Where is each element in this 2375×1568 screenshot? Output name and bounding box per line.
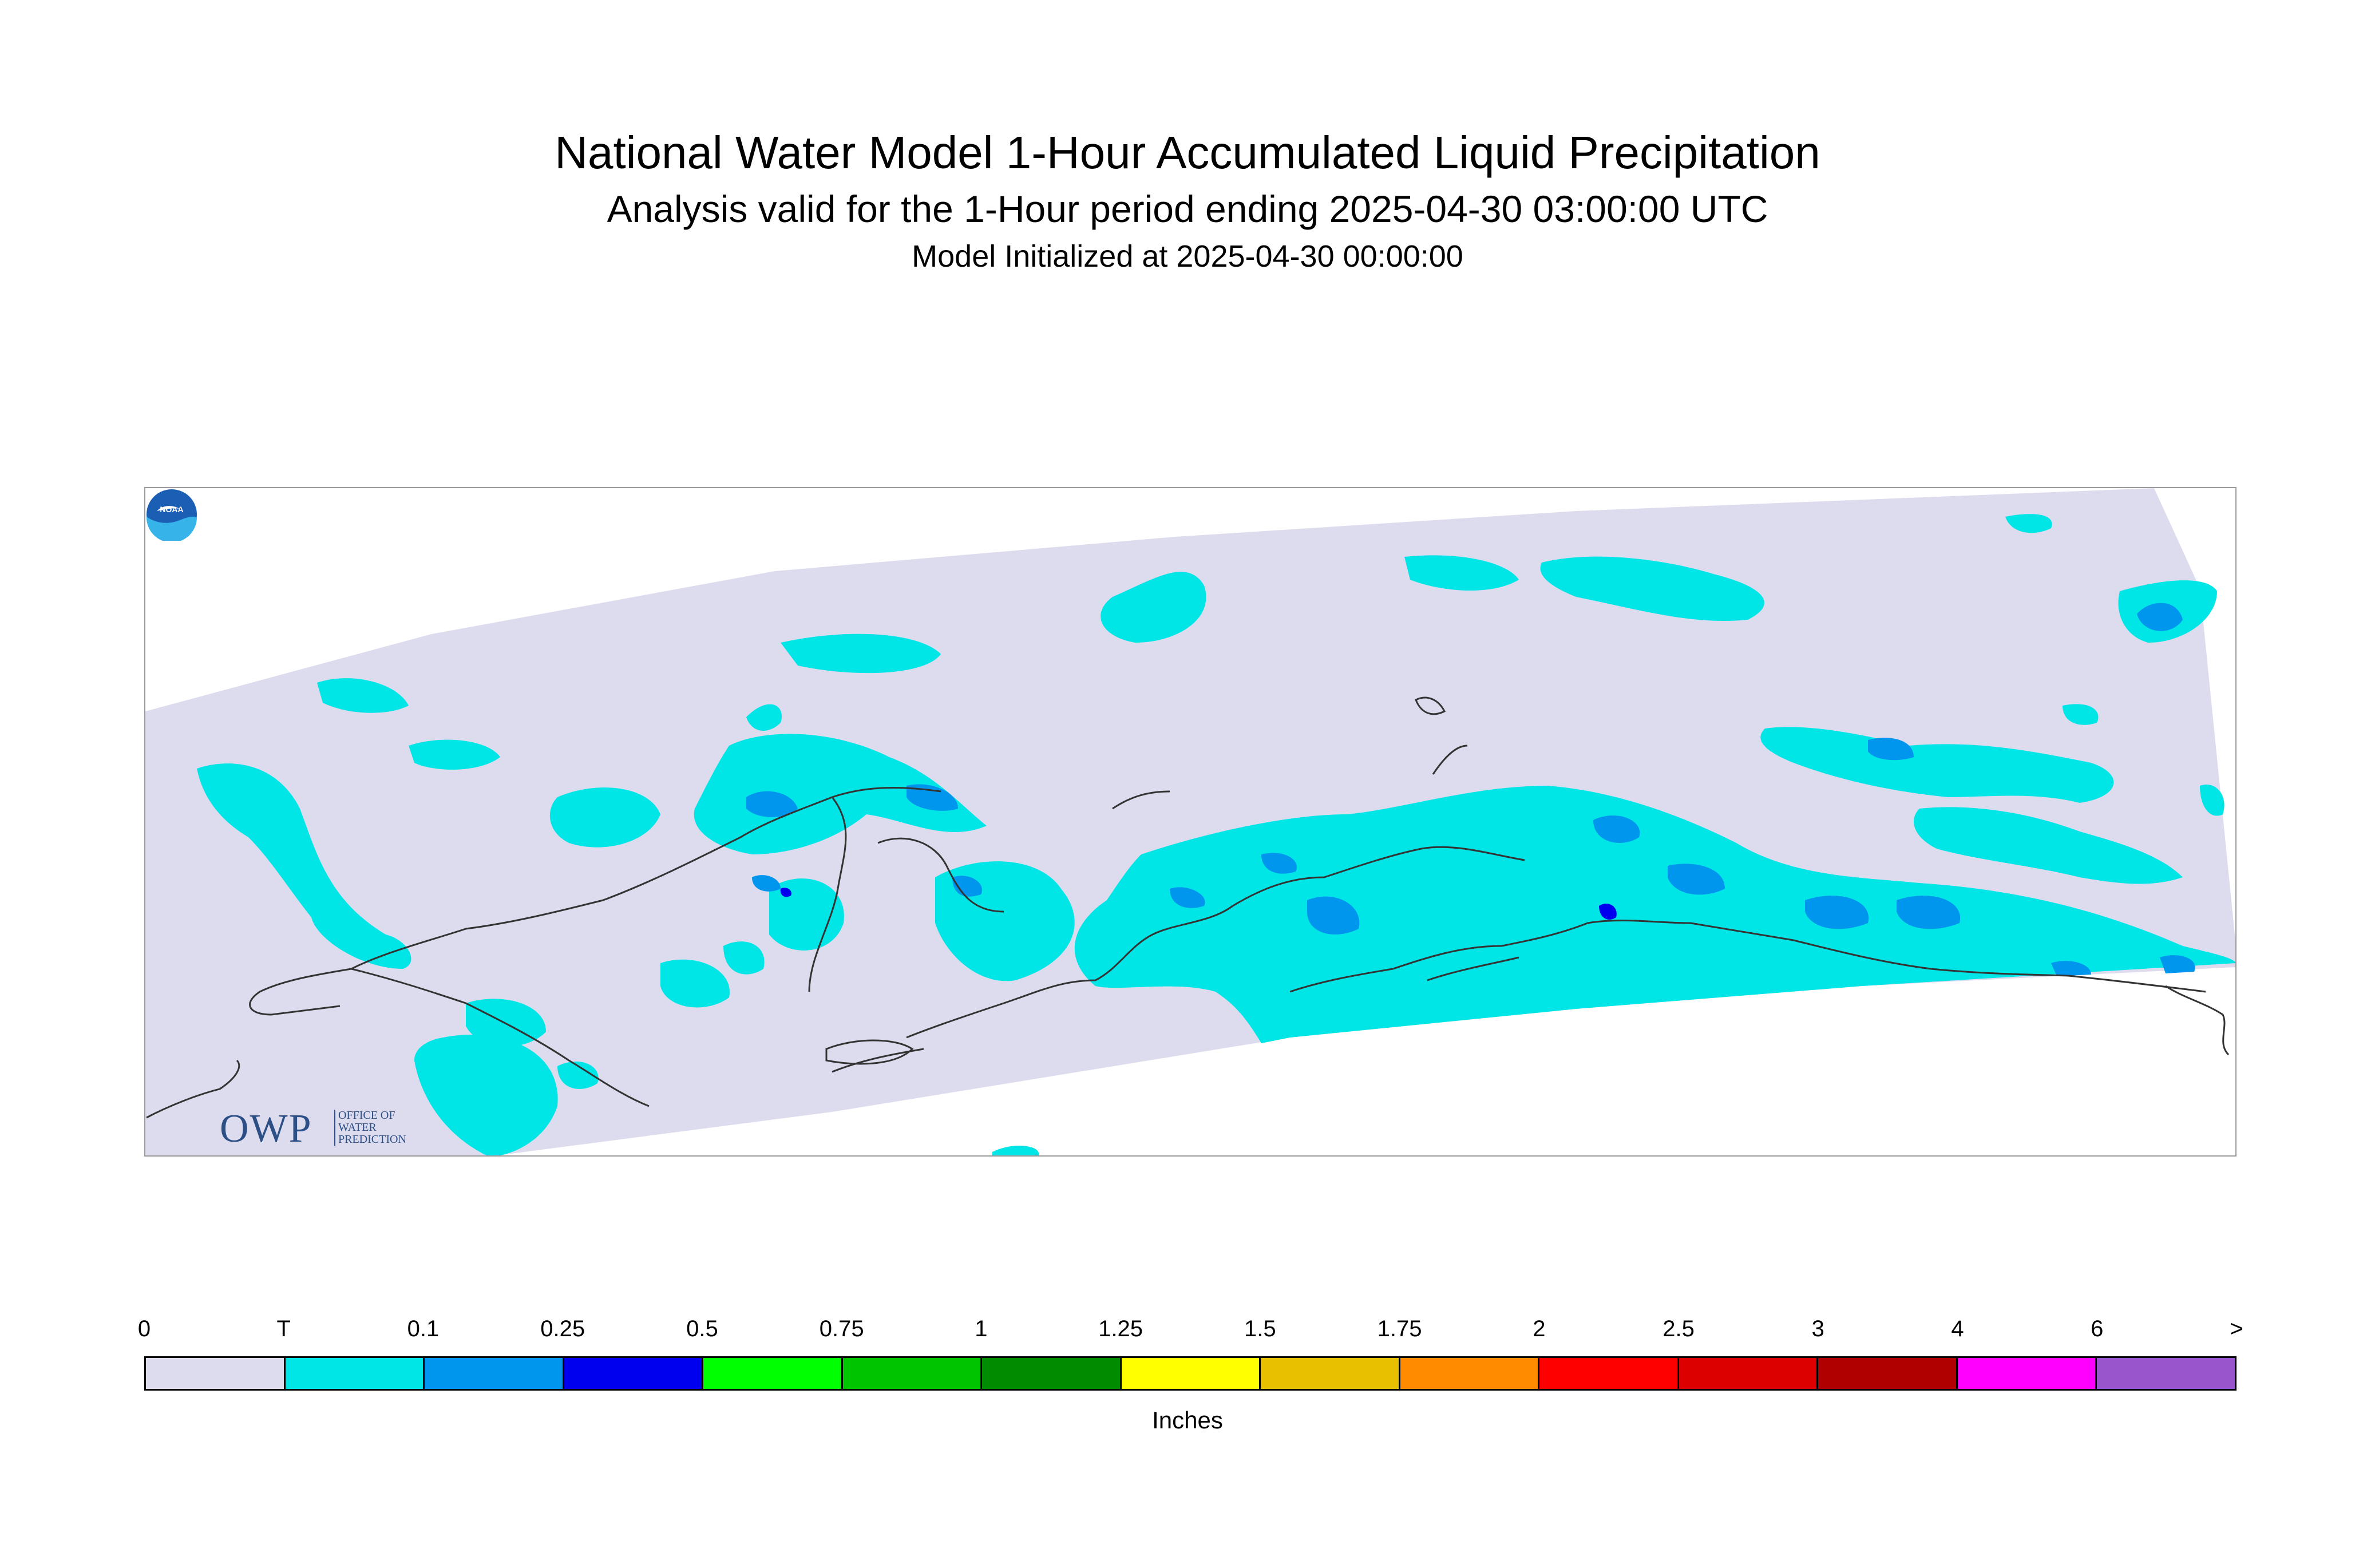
legend-units: Inches: [1152, 1407, 1223, 1434]
legend-bin: [1261, 1358, 1400, 1389]
legend-tick-label: 0.75: [819, 1316, 864, 1341]
coastlines: [146, 696, 2230, 1119]
map-subtitle: Analysis valid for the 1-Hour period end…: [607, 188, 1768, 230]
legend-tick-label: 0.1: [407, 1316, 440, 1341]
legend-tick-label: T: [276, 1316, 291, 1341]
legend-bin: [1957, 1358, 2097, 1389]
legend-bin: [1539, 1358, 1679, 1389]
map-title: National Water Model 1-Hour Accumulated …: [555, 127, 1820, 178]
legend-bin: [1121, 1358, 1261, 1389]
legend-bin: [703, 1358, 843, 1389]
legend-bin: [146, 1358, 286, 1389]
noaa-logo-icon: NOAA: [146, 489, 197, 541]
legend-bin: [1818, 1358, 1958, 1389]
legend-bin: [1400, 1358, 1540, 1389]
legend-tick-label: 0.25: [540, 1316, 585, 1341]
legend-tick-label: 4: [1951, 1316, 1964, 1341]
legend-bin: [1679, 1358, 1819, 1389]
legend-tick-label: 1.75: [1377, 1316, 1422, 1341]
legend-bin: [564, 1358, 704, 1389]
legend-bin: [982, 1358, 1122, 1389]
legend-tick-label: 1.5: [1244, 1316, 1276, 1341]
precip-0-25-areas: [780, 888, 1617, 920]
model-init-time: Model Initialized at 2025-04-30 00:00:00: [912, 239, 1463, 274]
legend-bin: [842, 1358, 983, 1389]
map-panel: OWP OFFICE OF WATER PREDICTION NOAA: [144, 487, 2237, 1157]
legend-bin: [2097, 1358, 2235, 1389]
legend-tick-label: 0.5: [686, 1316, 718, 1341]
legend-tick-label: 1.25: [1098, 1316, 1143, 1341]
legend-tick-label: 3: [1811, 1316, 1824, 1341]
owp-logo-text: OWP: [220, 1107, 312, 1151]
noaa-logo-text: NOAA: [160, 505, 183, 514]
legend-tick-label: 2.5: [1662, 1316, 1695, 1341]
legend-tick-label: 6: [2091, 1316, 2104, 1341]
legend-bin: [425, 1358, 564, 1389]
title-block: National Water Model 1-Hour Accumulated …: [0, 123, 2375, 278]
legend-bin: [285, 1358, 425, 1389]
legend-tick-label: >: [2230, 1316, 2243, 1341]
legend-tick-label: 2: [1533, 1316, 1546, 1341]
color-legend-bar: [144, 1356, 2237, 1391]
legend-tick-label: 0: [137, 1316, 151, 1341]
legend-tick-label: 1: [975, 1316, 988, 1341]
legend-labels: 0 T 0.1 0.25 0.5 0.75 1 1.25 1.5 1.75 2 2.5 3 4 6 >: [0, 1316, 2375, 1351]
owp-logo-subtext: OFFICE OF WATER PREDICTION: [334, 1110, 453, 1146]
precip-map: [145, 488, 2235, 1155]
precip-0-1-areas: [746, 603, 2195, 976]
